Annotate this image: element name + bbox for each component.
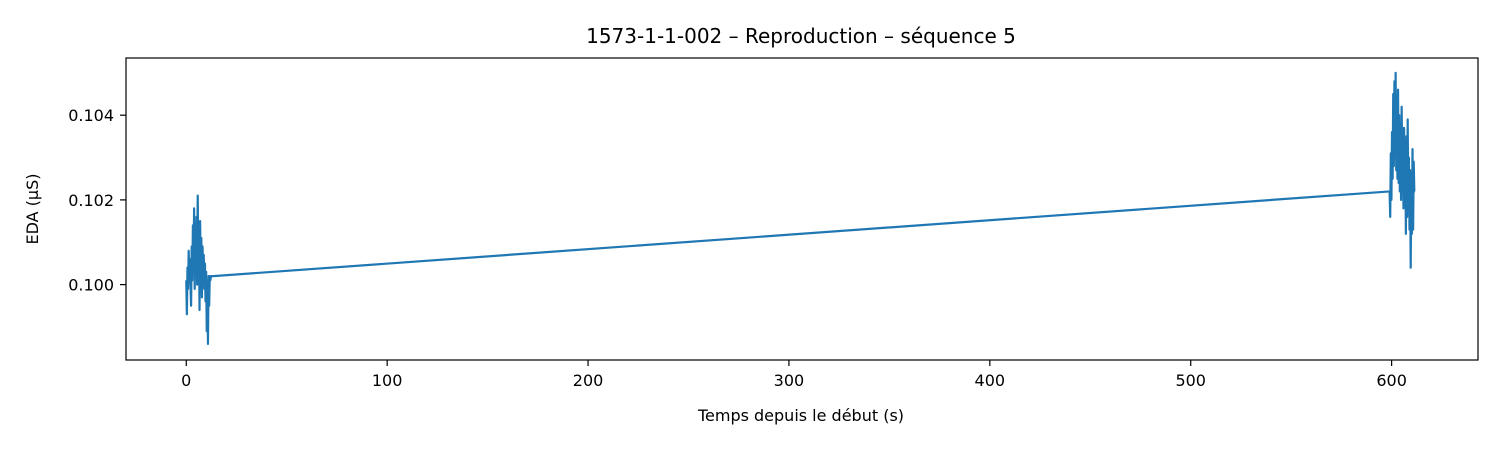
x-tick-label: 500 — [1175, 371, 1206, 390]
x-axis: 0 100 200 300 400 500 600 — [181, 360, 1407, 390]
y-axis-title: EDA (µS) — [23, 174, 42, 245]
x-tick-label: 300 — [774, 371, 805, 390]
x-tick-label: 100 — [372, 371, 403, 390]
x-axis-title: Temps depuis le début (s) — [697, 406, 904, 425]
y-tick-label: 0.102 — [68, 191, 114, 210]
x-tick-label: 200 — [573, 371, 604, 390]
x-tick-label: 400 — [975, 371, 1006, 390]
chart-title: 1573-1-1-002 – Reproduction – séquence 5 — [586, 24, 1016, 48]
series-line-0 — [185, 71, 1416, 345]
plot-area — [185, 71, 1416, 345]
plot-frame — [125, 57, 1479, 361]
y-tick-label: 0.100 — [68, 276, 114, 295]
y-tick-label: 0.104 — [68, 106, 114, 125]
x-tick-label: 600 — [1376, 371, 1407, 390]
x-tick-label: 0 — [181, 371, 191, 390]
y-axis: 0.100 0.102 0.104 — [68, 106, 126, 295]
